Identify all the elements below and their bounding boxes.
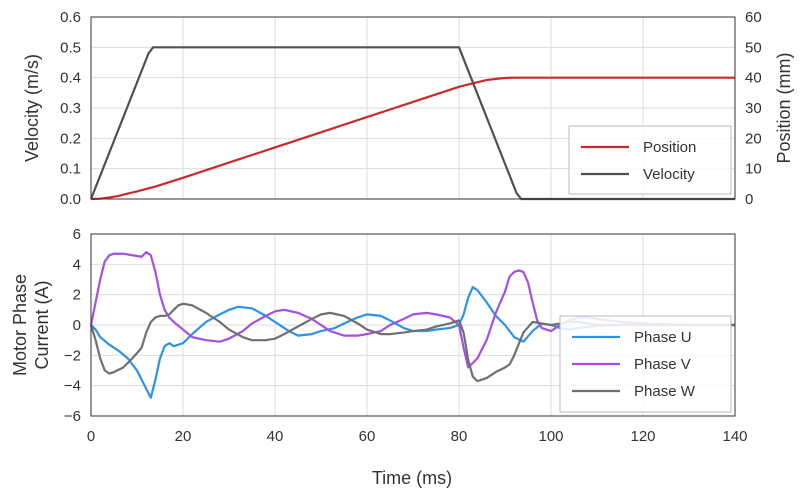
- y-axis-title: Velocity (m/s): [22, 54, 42, 162]
- x-tick-label: 120: [630, 428, 655, 445]
- y-tick-label: 4: [73, 256, 81, 273]
- legend: Position Velocity: [568, 125, 732, 195]
- legend-label-phase-v: Phase V: [634, 356, 691, 373]
- y-tick-label: 0.6: [60, 9, 81, 26]
- x-tick-label: 140: [722, 428, 747, 445]
- velocity-position-panel: 0.0 0.1 0.2 0.3 0.4 0.5 0.6 0 10 20 30 40 50 60 Veloci…: [22, 9, 794, 208]
- y-tick-label: 0.5: [60, 39, 81, 56]
- y2-tick-label: 40: [745, 70, 762, 87]
- legend-label-velocity: Velocity: [643, 166, 695, 183]
- y-tick-label: 0.0: [60, 191, 81, 208]
- x-axis-title: Time (ms): [372, 468, 452, 488]
- series-line-phase-u: [90, 285, 735, 399]
- plot-frame: [90, 16, 736, 200]
- x-tick-label: 20: [175, 428, 192, 445]
- y-tick-label: −4: [64, 378, 81, 395]
- y2-axis-title: Position (mm): [774, 52, 794, 163]
- y2-tick-label: 20: [745, 130, 762, 147]
- y-tick-label: −2: [64, 347, 81, 364]
- x-tick-label: 80: [451, 428, 468, 445]
- y2-tick-label: 50: [745, 39, 762, 56]
- x-tick-label: 40: [267, 428, 284, 445]
- legend-label-phase-w: Phase W: [634, 383, 696, 400]
- y2-tick-label: 30: [745, 100, 762, 117]
- plot-frame: [90, 233, 736, 417]
- x-tick-label: 100: [538, 428, 563, 445]
- y-tick-label: 0.2: [60, 130, 81, 147]
- legend: Phase U Phase V Phase W: [559, 315, 732, 413]
- y2-tick-label: 10: [745, 161, 762, 178]
- y2-tick-label: 0: [745, 191, 753, 208]
- y-tick-label: 0.4: [60, 70, 81, 87]
- y-tick-label: 0.3: [60, 100, 81, 117]
- y-tick-label: −6: [64, 408, 81, 425]
- y-tick-label: 0.1: [60, 161, 81, 178]
- y-tick-label: 6: [73, 226, 81, 243]
- legend-box: [568, 125, 732, 195]
- y-tick-label: 2: [73, 287, 81, 304]
- y-axis-title: Motor Phase Current (A): [10, 274, 52, 376]
- x-tick-label: 0: [87, 428, 95, 445]
- y-axis-title-line: Motor Phase: [10, 274, 30, 376]
- y2-tick-label: 60: [745, 9, 762, 26]
- series-line-phase-w: [89, 302, 735, 383]
- legend-label-position: Position: [643, 139, 696, 156]
- x-tick-label: 60: [359, 428, 376, 445]
- y-axis-title-line: Current (A): [32, 280, 52, 369]
- y-tick-label: 0: [73, 317, 81, 334]
- series-line-position: [90, 76, 735, 201]
- legend-label-phase-u: Phase U: [634, 329, 692, 346]
